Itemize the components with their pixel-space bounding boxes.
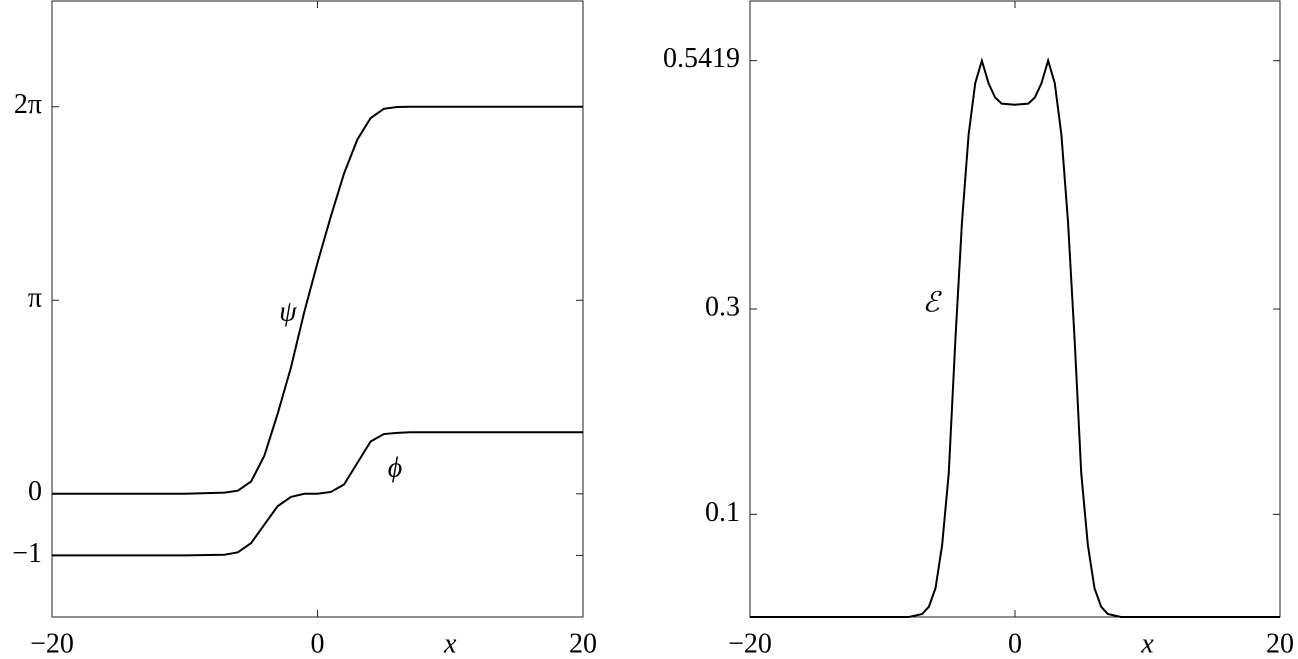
x-axis-label: x (1140, 628, 1154, 659)
y-tick-label: 0.3 (705, 291, 740, 322)
y-tick-label: π (28, 283, 42, 314)
y-tick-label: 0.1 (705, 497, 740, 528)
y-tick-label: 0.5419 (663, 43, 740, 74)
axes-frame (51, 0, 584, 618)
line (52, 431, 583, 557)
line (52, 105, 583, 495)
y-tick-label: 2π (14, 89, 42, 120)
series-label: ℰ (923, 287, 943, 318)
series-label: ϕ (388, 452, 403, 483)
x-tick-label: −20 (30, 628, 74, 659)
y-tick-label: 0 (28, 476, 42, 507)
axes-frame (749, 0, 1281, 618)
x-tick-label: 0 (1008, 628, 1022, 659)
x-tick-label: 0 (311, 628, 325, 659)
y-tick-label: −1 (12, 538, 42, 569)
line (750, 57, 1280, 618)
x-tick-label: 20 (1266, 628, 1294, 659)
x-tick-label: −20 (728, 628, 772, 659)
x-axis-label: x (443, 628, 457, 659)
x-tick-label: 20 (569, 628, 597, 659)
series-label: ψ (279, 296, 297, 327)
